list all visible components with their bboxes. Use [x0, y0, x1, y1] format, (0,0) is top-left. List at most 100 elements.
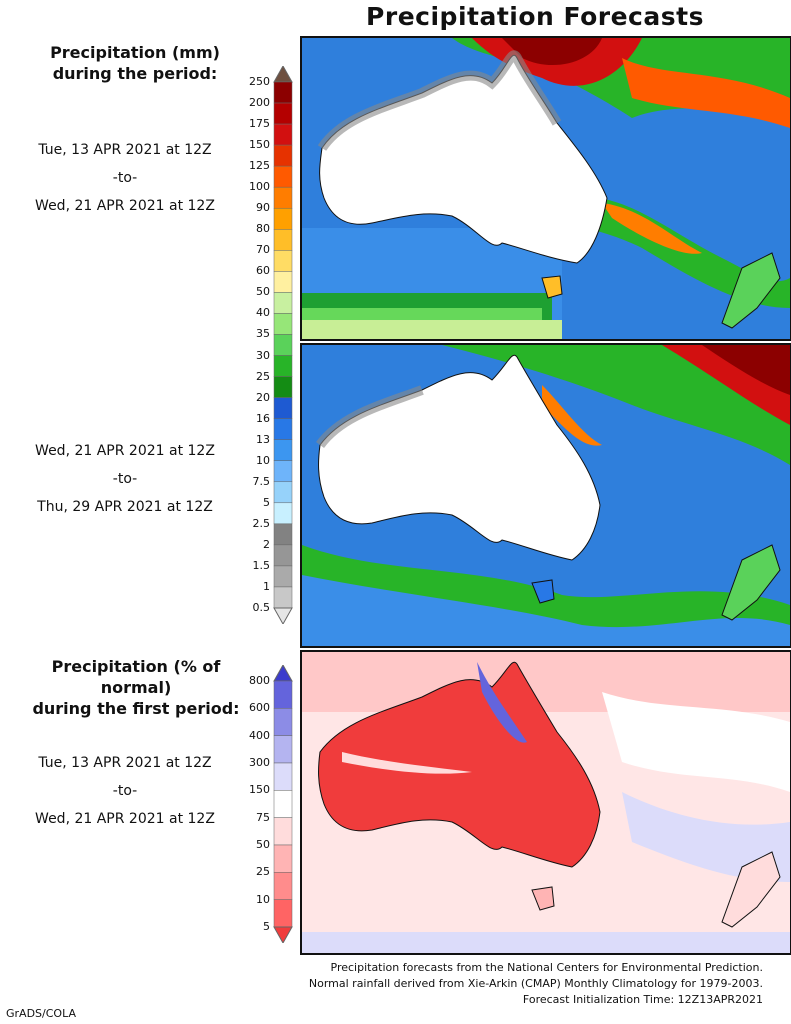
scale-swatch [273, 872, 293, 900]
scale-tick-label: 35 [256, 327, 270, 341]
scale-tick-label: 200 [249, 96, 270, 110]
period1-sep: -to- [112, 170, 138, 186]
scale-swatch [273, 186, 293, 209]
scale-tick-label: 16 [256, 411, 270, 425]
scale-swatch [273, 397, 293, 419]
scale-swatch [273, 418, 293, 440]
scale-tick-label: 300 [249, 756, 270, 769]
scale-arrow-top [273, 66, 293, 83]
scale-tick-label: 125 [249, 159, 270, 173]
scale-swatch [273, 439, 293, 461]
scale-swatch [273, 102, 293, 125]
scale-swatch [273, 586, 293, 609]
period1-start: Tue, 13 APR 2021 at 12Z [38, 142, 212, 158]
scale-tick-label: 50 [256, 838, 270, 851]
scale-swatch [273, 790, 293, 818]
scale-swatch [273, 271, 293, 293]
pct-color-scale [273, 665, 293, 943]
scale-arrow-top [273, 665, 293, 682]
scale-tick-label: 70 [256, 243, 270, 257]
period3-start: Tue, 13 APR 2021 at 12Z [38, 755, 212, 771]
scale-tick-label: 75 [256, 810, 270, 824]
scale-tick-label: 10 [256, 892, 270, 906]
anomaly-map-period1 [300, 650, 791, 955]
scale-tick-label: 2.5 [252, 516, 271, 530]
scale-swatch [273, 292, 293, 314]
scale-swatch [273, 376, 293, 398]
amount-header-line2: during the period: [52, 64, 218, 83]
page-title: Precipitation Forecasts [366, 2, 704, 31]
scale-tick-label: 30 [256, 348, 270, 362]
anomaly-header-line2: during the first period: [32, 699, 240, 718]
scale-swatch [273, 680, 293, 709]
scale-tick-label: 13 [256, 432, 270, 446]
mm-color-scale [273, 66, 293, 624]
scale-tick-label: 20 [256, 390, 270, 404]
scale-tick-label: 5 [263, 920, 270, 933]
scale-tick-label: 25 [256, 865, 270, 879]
scale-arrow-bottom [273, 926, 293, 943]
scale-swatch [273, 544, 293, 567]
scale-swatch [273, 207, 293, 230]
period1-end: Wed, 21 APR 2021 at 12Z [35, 198, 215, 214]
scale-tick-label: 2 [263, 537, 270, 551]
scale-swatch [273, 355, 293, 377]
amount-header-line1: Precipitation (mm) [50, 43, 220, 62]
scale-tick-label: 10 [256, 453, 270, 467]
scale-swatch [273, 313, 293, 335]
scale-tick-label: 600 [249, 701, 270, 715]
scale-swatch [273, 502, 293, 525]
scale-swatch [273, 229, 293, 251]
scale-swatch [273, 460, 293, 483]
scale-swatch [273, 481, 293, 504]
footer-line2: Normal rainfall derived from Xie-Arkin (… [308, 977, 763, 990]
credit-label: GrADS/COLA [6, 1007, 76, 1020]
scale-tick-label: 7.5 [252, 474, 271, 488]
scale-tick-label: 60 [256, 264, 270, 278]
period2-start: Wed, 21 APR 2021 at 12Z [35, 443, 215, 459]
amount-legend-header: Precipitation (mm) during the period: [20, 42, 250, 84]
footer-line3: Forecast Initialization Time: 12Z13APR20… [522, 993, 763, 1006]
scale-swatch [273, 523, 293, 546]
scale-swatch [273, 165, 293, 188]
period3-end: Wed, 21 APR 2021 at 12Z [35, 811, 215, 827]
scale-swatch [273, 708, 293, 736]
scale-swatch [273, 844, 293, 873]
scale-swatch [273, 123, 293, 146]
scale-tick-label: 40 [256, 306, 270, 320]
scale-tick-label: 400 [249, 728, 270, 742]
scale-arrow-bottom [273, 607, 293, 624]
footer-line1: Precipitation forecasts from the Nationa… [330, 961, 764, 974]
forecast-map-period2 [300, 343, 791, 648]
scale-tick-label: 150 [249, 138, 270, 152]
scale-tick-label: 100 [249, 180, 270, 194]
scale-swatch [273, 565, 293, 588]
scale-swatch [273, 250, 293, 272]
scale-tick-label: 90 [256, 201, 270, 215]
period2-sep: -to- [112, 471, 138, 487]
scale-tick-label: 150 [249, 783, 270, 797]
scale-tick-label: 250 [249, 75, 270, 88]
scale-tick-label: 1.5 [252, 558, 271, 572]
scale-tick-label: 800 [249, 674, 270, 687]
scale-swatch [273, 735, 293, 764]
anomaly-header-line1: Precipitation (% of normal) [51, 657, 221, 697]
scale-tick-label: 50 [256, 285, 270, 299]
scale-swatch [273, 899, 293, 928]
forecast-map-period1 [300, 36, 791, 341]
scale-tick-label: 25 [256, 369, 270, 383]
scale-tick-label: 175 [249, 117, 270, 131]
scale-tick-label: 0.5 [252, 601, 271, 614]
scale-tick-label: 5 [263, 495, 270, 509]
period3-sep: -to- [112, 783, 138, 799]
scale-tick-label: 1 [263, 579, 270, 593]
scale-swatch [273, 762, 293, 791]
footer-note: Precipitation forecasts from the Nationa… [309, 960, 763, 1008]
scale-swatch [273, 817, 293, 846]
period2-end: Thu, 29 APR 2021 at 12Z [37, 499, 213, 515]
anomaly-legend-header: Precipitation (% of normal) during the f… [14, 656, 258, 719]
scale-swatch [273, 144, 293, 167]
scale-tick-label: 80 [256, 222, 270, 236]
scale-swatch [273, 334, 293, 356]
scale-swatch [273, 81, 293, 104]
